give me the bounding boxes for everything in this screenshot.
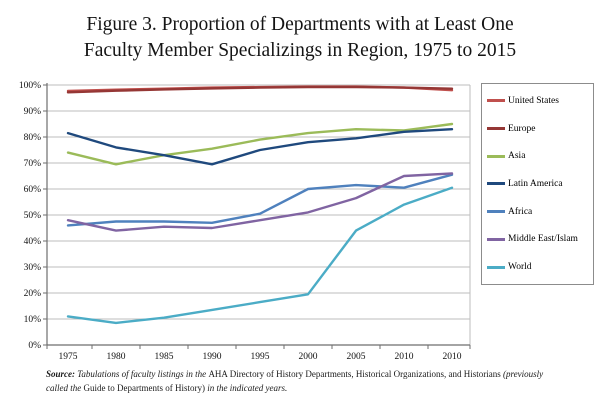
legend-item-europe: Europe	[487, 122, 593, 135]
series-line-africa	[66, 173, 454, 227]
y-tick-label: 0%	[28, 341, 41, 351]
y-tick-label: 30%	[24, 263, 42, 273]
legend-swatch-icon	[487, 127, 505, 131]
y-tick-label: 100%	[19, 81, 41, 91]
y-tick-label: 20%	[24, 289, 42, 299]
x-tick-label: 1990	[203, 352, 222, 362]
legend-swatch-icon	[487, 182, 505, 186]
legend-label: World	[508, 262, 532, 273]
legend-swatch-icon	[487, 154, 505, 158]
legend-swatch-icon	[487, 237, 505, 241]
y-tick-label: 60%	[24, 185, 42, 195]
y-tick-label: 50%	[24, 211, 42, 221]
source-segment: (previously called the	[46, 369, 544, 393]
x-tick-label: 2000	[299, 352, 318, 362]
legend-item-united-states: United States	[487, 94, 593, 107]
series-line-world	[66, 186, 454, 325]
x-tick-label: 2010	[443, 352, 462, 362]
legend-item-africa: Africa	[487, 205, 593, 218]
source-note: Source: Tabulations of faculty listings …	[46, 368, 551, 395]
legend-item-asia: Asia	[487, 150, 593, 163]
legend-item-middle-east-islam: Middle East/Islam	[487, 233, 593, 246]
figure-title-line2: Faculty Member Specializings in Region, …	[83, 39, 517, 61]
x-tick-label: 1985	[155, 352, 174, 362]
figure-title-line1: Figure 3. Proportion of Departments with…	[86, 14, 514, 35]
source-segment: AHA Directory of History Departments, Hi…	[208, 369, 501, 379]
series-line-europe	[66, 85, 454, 94]
x-tick-label: 2010	[395, 352, 414, 362]
x-tick-label: 1975	[59, 352, 78, 362]
legend-label: United States	[508, 95, 559, 106]
legend-label: Africa	[508, 206, 533, 217]
figure-title: Figure 3. Proportion of Departments with…	[0, 12, 600, 63]
x-tick-label: 2005	[347, 352, 366, 362]
chart-legend: United States Europe Asia Latin America …	[481, 83, 594, 285]
source-segment: in the indicated years.	[204, 382, 288, 393]
source-label: Source:	[46, 369, 75, 379]
x-tick-label: 1995	[251, 352, 270, 362]
y-tick-label: 80%	[24, 133, 42, 143]
series-line-asia	[66, 122, 454, 166]
series-line-middle-east-islam	[66, 172, 454, 232]
legend-label: Middle East/Islam	[508, 234, 578, 245]
source-segment: Guide to Departments of History)	[83, 382, 205, 393]
x-tick-label: 1980	[107, 352, 126, 362]
legend-swatch-icon	[487, 210, 505, 214]
legend-swatch-icon	[487, 99, 505, 103]
source-segment: Tabulations of faculty listings in the	[75, 369, 209, 379]
y-tick-label: 40%	[24, 237, 42, 247]
legend-item-latin-america: Latin America	[487, 177, 593, 190]
y-tick-label: 70%	[24, 159, 42, 169]
legend-swatch-icon	[487, 265, 505, 269]
legend-label: Latin America	[508, 178, 563, 189]
y-tick-label: 90%	[24, 107, 42, 117]
y-tick-label: 10%	[24, 315, 42, 325]
legend-item-world: World	[487, 261, 593, 274]
legend-label: Europe	[508, 123, 536, 134]
series-line-latin-america	[66, 127, 454, 166]
legend-label: Asia	[508, 151, 526, 162]
